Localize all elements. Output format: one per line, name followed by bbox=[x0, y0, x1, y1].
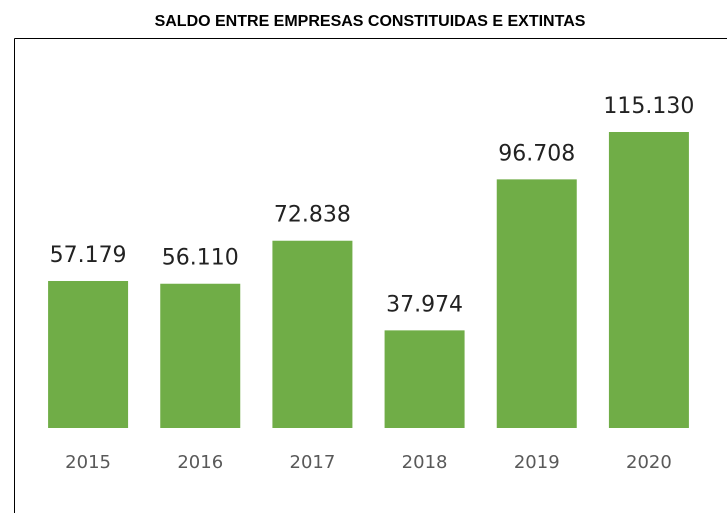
x-tick-label: 2018 bbox=[402, 452, 448, 473]
data-label: 56.110 bbox=[162, 246, 239, 271]
bar bbox=[48, 280, 129, 428]
bar bbox=[496, 179, 577, 428]
bar bbox=[384, 330, 465, 428]
x-tick-label: 2015 bbox=[65, 452, 111, 473]
x-tick-label: 2019 bbox=[514, 452, 560, 473]
bar bbox=[272, 240, 353, 428]
data-label: 37.974 bbox=[386, 292, 463, 317]
data-label: 115.130 bbox=[603, 94, 694, 119]
x-tick-label: 2017 bbox=[290, 452, 336, 473]
data-label: 72.838 bbox=[274, 203, 351, 228]
bar bbox=[160, 283, 241, 428]
bar bbox=[608, 132, 689, 428]
x-tick-label: 2016 bbox=[177, 452, 223, 473]
data-label: 96.708 bbox=[498, 141, 575, 166]
data-label: 57.179 bbox=[50, 243, 127, 268]
chart-title: SALDO ENTRE EMPRESAS CONSTITUIDAS E EXTI… bbox=[155, 13, 586, 30]
x-tick-label: 2020 bbox=[626, 452, 672, 473]
